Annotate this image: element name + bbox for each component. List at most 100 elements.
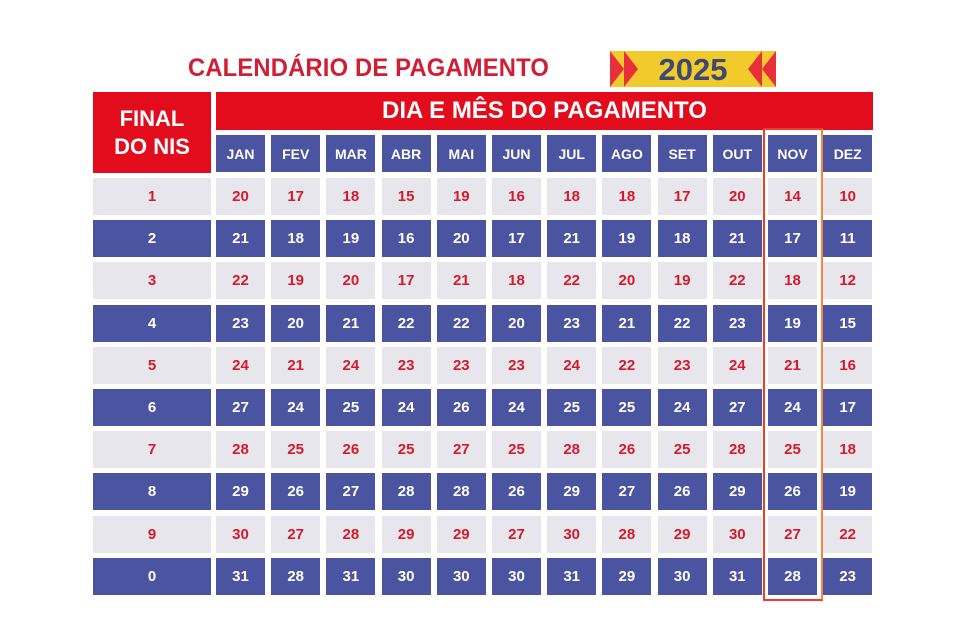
payment-day-cell: 22: [602, 346, 652, 384]
month-header-out: OUT: [712, 135, 762, 172]
payment-day-cell: 18: [547, 178, 597, 215]
payment-day-cell: 18: [492, 262, 541, 300]
month-header-fev: FEV: [271, 135, 321, 172]
month-header-dez: DEZ: [823, 135, 873, 172]
payment-day-cell: 17: [271, 178, 321, 215]
payment-day-cell: 23: [712, 304, 762, 342]
month-header-jan: JAN: [216, 135, 265, 172]
payment-day-cell: 22: [657, 304, 707, 342]
month-header-mai: MAI: [436, 135, 486, 172]
month-header-jun: JUN: [492, 135, 541, 172]
nis-header-line: FINAL: [119, 105, 185, 131]
payment-day-cell: 25: [602, 389, 652, 426]
payment-day-cell: 30: [547, 515, 597, 553]
payment-day-cell: 22: [712, 262, 762, 300]
payment-day-cell: 21: [271, 346, 321, 384]
nis-final-cell: 1: [93, 178, 211, 215]
payment-day-cell: 25: [271, 431, 321, 469]
nis-final-cell: 9: [93, 515, 211, 553]
nis-final-cell: 4: [93, 304, 211, 342]
payment-day-cell: 21: [712, 220, 762, 258]
payment-day-cell: 29: [547, 473, 597, 511]
payment-day-cell: 10: [823, 178, 873, 215]
payment-day-cell: 19: [326, 220, 376, 258]
payment-day-cell: 26: [492, 473, 541, 511]
nis-final-cell: 0: [93, 557, 211, 595]
payment-day-cell: 28: [216, 431, 265, 469]
payment-day-cell: 17: [381, 262, 431, 300]
payment-day-cell: 25: [657, 431, 707, 469]
payment-day-cell: 31: [216, 557, 265, 595]
chevron-right-icon: [610, 51, 624, 87]
payment-day-cell: 20: [271, 304, 321, 342]
payment-day-cell: 20: [602, 262, 652, 300]
payment-day-cell: 30: [657, 557, 707, 595]
payment-day-cell: 28: [602, 515, 652, 553]
payment-day-cell: 25: [381, 431, 431, 469]
nis-final-cell: 5: [93, 346, 211, 384]
year-badge: 2025: [610, 51, 776, 87]
month-header-mar: MAR: [326, 135, 376, 172]
payment-day-cell: 23: [547, 304, 597, 342]
payment-day-cell: 18: [326, 178, 376, 215]
payment-day-cell: 30: [216, 515, 265, 553]
nis-final-cell: 8: [93, 473, 211, 511]
payment-day-cell: 18: [602, 178, 652, 215]
month-header-jul: JUL: [547, 135, 597, 172]
payment-day-cell: 20: [436, 220, 486, 258]
payment-day-cell: 19: [436, 178, 486, 215]
month-header-nov: NOV: [768, 135, 817, 172]
month-header-set: SET: [657, 135, 707, 172]
payment-day-cell: 29: [602, 557, 652, 595]
payment-day-cell: 20: [712, 178, 762, 215]
nis-final-cell: 6: [93, 389, 211, 426]
payment-day-cell: 28: [381, 473, 431, 511]
payment-day-cell: 18: [768, 262, 817, 300]
payment-day-cell: 26: [768, 473, 817, 511]
payment-day-cell: 24: [216, 346, 265, 384]
month-header-abr: ABR: [381, 135, 431, 172]
payment-day-cell: 12: [823, 262, 873, 300]
payment-day-cell: 23: [823, 557, 873, 595]
payment-day-cell: 26: [326, 431, 376, 469]
payment-day-cell: 16: [492, 178, 541, 215]
payment-day-cell: 24: [547, 346, 597, 384]
payment-day-cell: 19: [823, 473, 873, 511]
payment-day-cell: 26: [657, 473, 707, 511]
nis-header-line: DO NIS: [114, 133, 190, 159]
payment-day-cell: 24: [657, 389, 707, 426]
nis-column-header: FINAL DO NIS: [93, 92, 211, 173]
payment-day-cell: 27: [216, 389, 265, 426]
payment-day-cell: 15: [381, 178, 431, 215]
payment-day-cell: 23: [436, 346, 486, 384]
payment-day-cell: 23: [381, 346, 431, 384]
payment-day-cell: 19: [602, 220, 652, 258]
payment-day-cell: 14: [768, 178, 817, 215]
payment-day-cell: 19: [271, 262, 321, 300]
payment-day-cell: 23: [216, 304, 265, 342]
payment-day-cell: 30: [436, 557, 486, 595]
payment-day-cell: 30: [712, 515, 762, 553]
payment-day-cell: 24: [381, 389, 431, 426]
payment-day-cell: 31: [547, 557, 597, 595]
year-label: 2025: [658, 52, 728, 87]
payment-day-cell: 17: [492, 220, 541, 258]
payment-day-cell: 21: [602, 304, 652, 342]
payment-day-cell: 25: [326, 389, 376, 426]
nis-final-cell: 7: [93, 431, 211, 469]
payment-day-cell: 31: [326, 557, 376, 595]
payment-day-cell: 29: [712, 473, 762, 511]
payment-day-cell: 23: [657, 346, 707, 384]
payment-day-cell: 16: [381, 220, 431, 258]
payment-day-cell: 27: [326, 473, 376, 511]
payment-day-cell: 17: [823, 389, 873, 426]
payment-day-cell: 29: [381, 515, 431, 553]
payment-day-cell: 24: [271, 389, 321, 426]
payment-day-cell: 24: [492, 389, 541, 426]
payment-day-cell: 27: [492, 515, 541, 553]
payment-day-cell: 21: [547, 220, 597, 258]
payment-day-cell: 18: [271, 220, 321, 258]
payment-day-cell: 17: [768, 220, 817, 258]
period-header: DIA E MÊS DO PAGAMENTO: [216, 92, 873, 130]
payment-day-cell: 27: [436, 431, 486, 469]
